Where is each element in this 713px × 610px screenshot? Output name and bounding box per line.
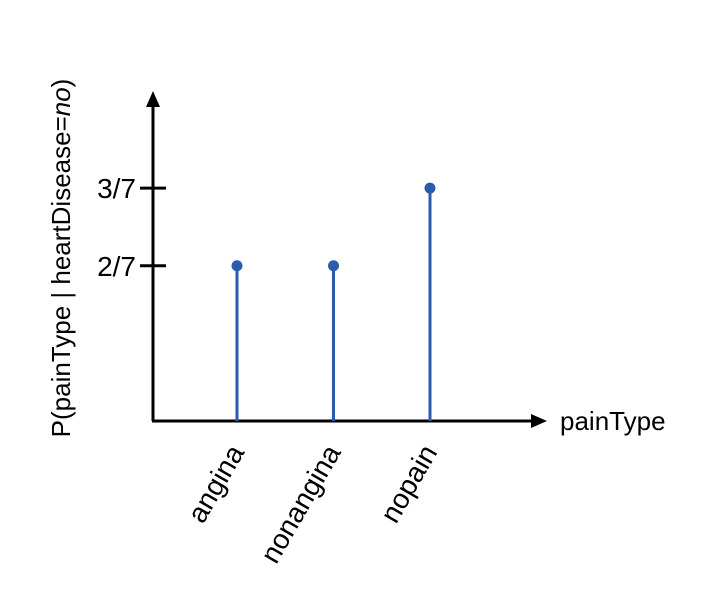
y-axis-arrow-icon: [146, 91, 160, 107]
x-tick-label-nonangina: nonangina: [254, 439, 346, 568]
y-tick-label-0: 2/7: [97, 251, 136, 282]
y-tick-label-1: 3/7: [97, 173, 136, 204]
y-axis-label-suffix: ): [46, 79, 76, 88]
x-axis-arrow-icon: [531, 414, 547, 428]
y-axis-label-italic: no: [46, 87, 76, 116]
point-nopain: [424, 182, 436, 194]
x-tick-label-angina: angina: [181, 439, 250, 528]
y-axis-label: P(painType | heartDisease=no): [46, 79, 76, 438]
y-axis-label-prefix: P(painType | heartDisease=: [46, 116, 76, 437]
point-angina: [231, 260, 243, 272]
point-nonangina: [328, 260, 339, 272]
x-tick-label-nopain: nopain: [374, 440, 443, 528]
x-axis-label: painType: [560, 406, 666, 436]
